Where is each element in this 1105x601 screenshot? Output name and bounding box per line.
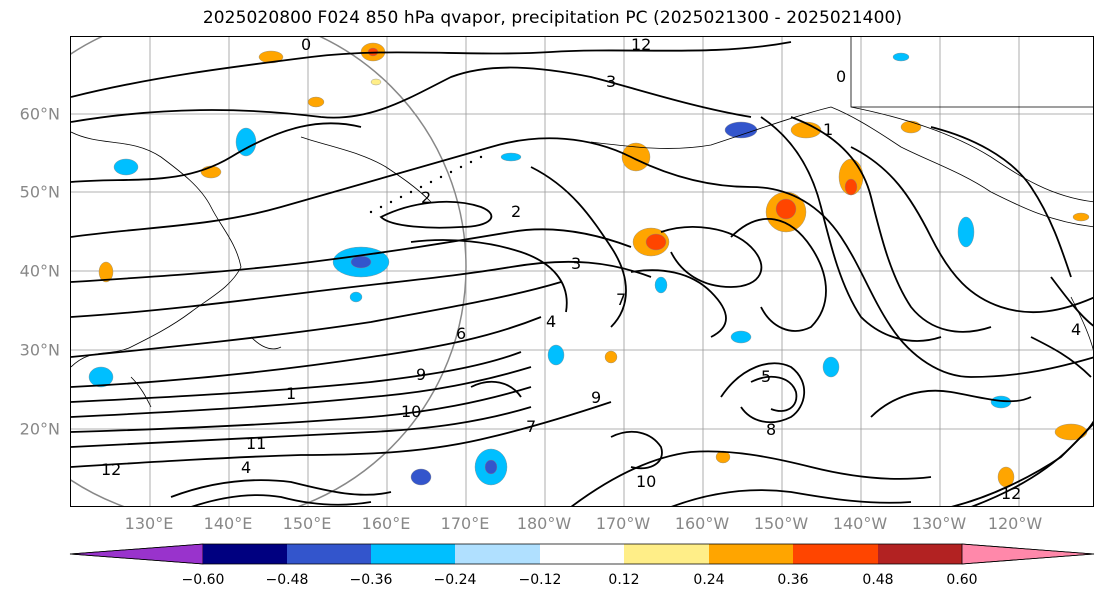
- contour-label: 7: [616, 290, 626, 309]
- lat-label: 50°N: [19, 182, 60, 202]
- colorbar-tick: −0.60: [181, 572, 225, 588]
- contour-label: 0: [301, 37, 311, 54]
- colorbar-tick: −0.36: [349, 572, 393, 588]
- contour-labels: 12 0 3 1 0 2 2 3 7 1 4 6 9 7 10 11 12 4 …: [101, 37, 1081, 503]
- colorbar-segment: [878, 544, 962, 564]
- lon-label: 170°W: [595, 514, 651, 533]
- colorbar-tick: 0.48: [862, 572, 894, 588]
- contour-label: 4: [241, 458, 251, 477]
- islands: [369, 155, 483, 214]
- contour-label: 3: [571, 254, 581, 273]
- lat-label: 40°N: [19, 261, 60, 281]
- lat-label: 30°N: [19, 340, 60, 360]
- colorbar-segment: [455, 544, 540, 564]
- reference-circle: [71, 37, 467, 506]
- map-plot: 12 0 3 1 0 2 2 3 7 1 4 6 9 7 10 11 12 4 …: [71, 37, 1093, 506]
- pc-patches: [88, 42, 1090, 488]
- contour-label: 9: [416, 365, 426, 384]
- colorbar-segment: [793, 544, 878, 564]
- lat-label: 20°N: [19, 419, 60, 439]
- contour-label: 2: [421, 188, 431, 207]
- colorbar-outline: [69, 543, 1095, 565]
- contour-label: 6: [456, 324, 466, 343]
- contour-label: 5: [761, 367, 771, 386]
- lat-label: 60°N: [19, 104, 60, 124]
- contour-label: 4: [546, 312, 556, 331]
- contour-label: 7: [526, 417, 536, 436]
- contour-label: 2: [511, 202, 521, 221]
- lon-label: 160°E: [361, 514, 411, 533]
- lon-label: 140°W: [832, 514, 888, 533]
- colorbar-extend-min: [69, 543, 204, 565]
- colorbar: [69, 543, 1095, 565]
- colorbar-segment: [540, 544, 624, 564]
- lon-label: 120°W: [987, 514, 1043, 533]
- contour-label: 1: [286, 384, 296, 403]
- contour-label: 12: [101, 460, 121, 479]
- lon-label: 140°E: [203, 514, 253, 533]
- lon-label: 160°W: [674, 514, 730, 533]
- coastlines: [71, 37, 1093, 408]
- colorbar-segment: [624, 544, 709, 564]
- contours: [71, 41, 1093, 506]
- contour-label: 12: [1001, 484, 1021, 503]
- contour-label: 0: [836, 67, 846, 86]
- lon-label: 150°E: [282, 514, 332, 533]
- colorbar-tick: −0.48: [265, 572, 309, 588]
- lon-label: 130°E: [124, 514, 174, 533]
- colorbar-tick: −0.24: [433, 572, 477, 588]
- lon-label: 150°W: [753, 514, 809, 533]
- contour-label: 3: [606, 72, 616, 91]
- contour-label: 10: [636, 472, 656, 491]
- contour-label: 9: [591, 388, 601, 407]
- colorbar-extend-max: [961, 543, 1095, 565]
- contour-label: 12: [631, 37, 651, 54]
- colorbar-tick: 0.36: [777, 572, 809, 588]
- colorbar-tick: 0.12: [608, 572, 640, 588]
- lon-label: 170°E: [440, 514, 490, 533]
- colorbar-tick: 0.24: [693, 572, 725, 588]
- contour-label: 10: [401, 402, 421, 421]
- colorbar-tick: 0.60: [946, 572, 978, 588]
- colorbar-segment: [287, 544, 371, 564]
- contour-label: 11: [246, 434, 266, 453]
- map-panel: 12 0 3 1 0 2 2 3 7 1 4 6 9 7 10 11 12 4 …: [70, 36, 1094, 507]
- colorbar-segment: [203, 544, 287, 564]
- lon-label: 130°W: [911, 514, 967, 533]
- contour-label: 8: [766, 420, 776, 439]
- colorbar-segment: [709, 544, 793, 564]
- colorbar-tick: −0.12: [518, 572, 562, 588]
- graticule: [71, 37, 1093, 506]
- contour-label: 1: [823, 120, 833, 139]
- lon-label: 180°W: [516, 514, 572, 533]
- page-title: 2025020800 F024 850 hPa qvapor, precipit…: [202, 8, 903, 28]
- contour-label: 4: [1071, 320, 1081, 339]
- colorbar-segment: [371, 544, 455, 564]
